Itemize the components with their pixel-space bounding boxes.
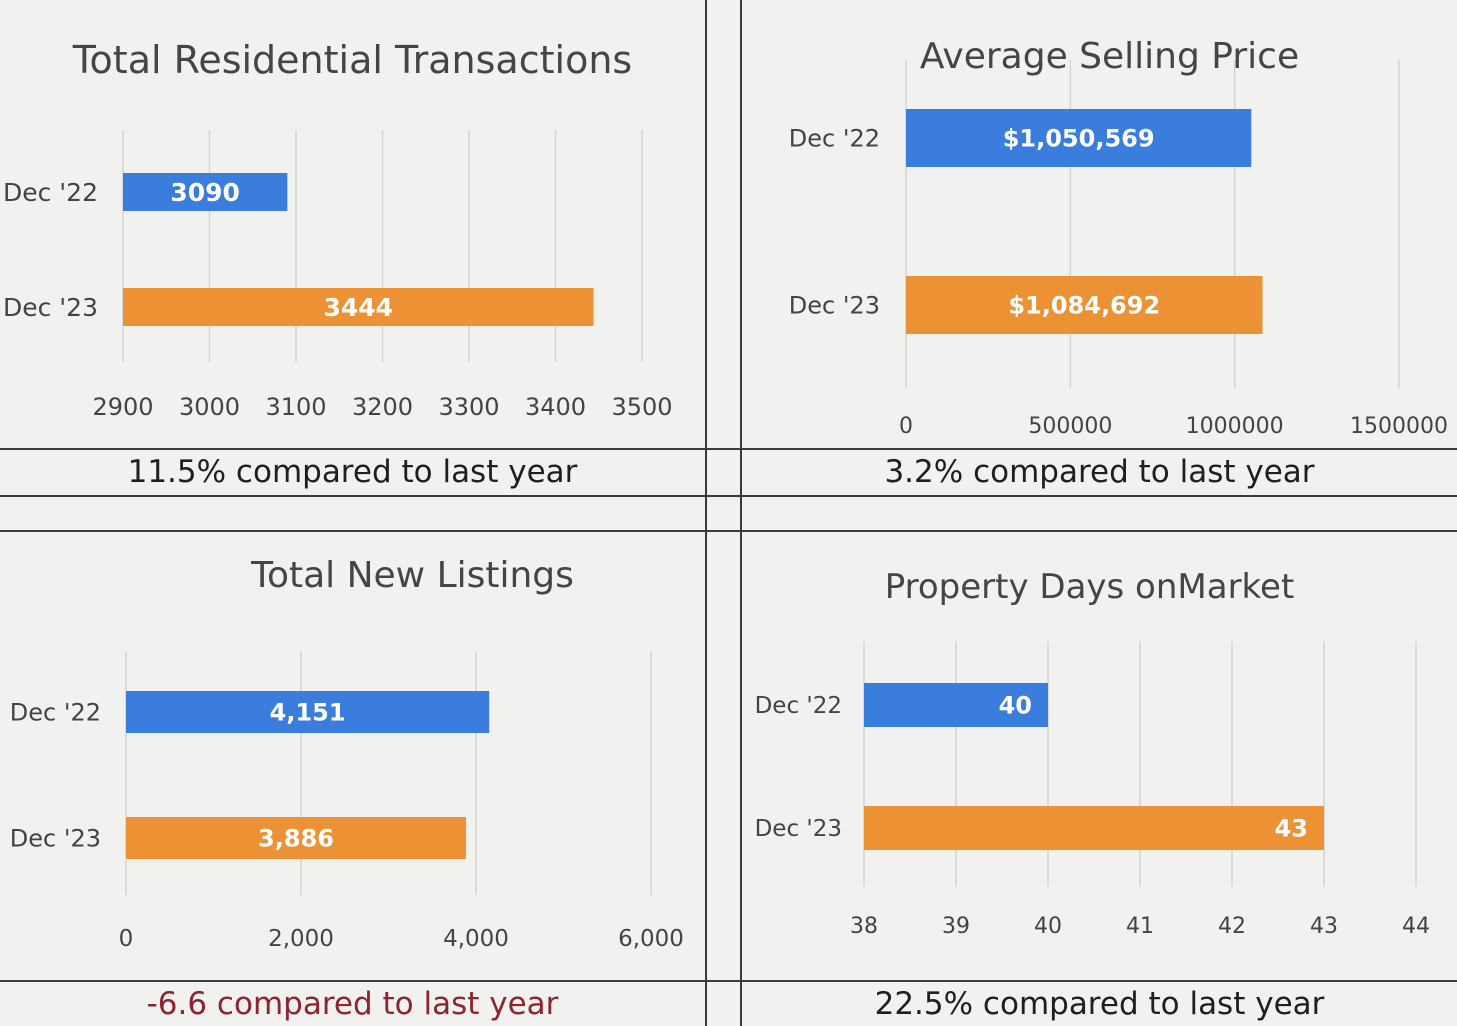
category-label: Dec '23 [755, 816, 842, 842]
data-label: 40 [999, 692, 1032, 720]
x-tick-label: 3400 [525, 393, 586, 421]
data-label: 4,151 [270, 699, 346, 727]
data-label: $1,084,692 [1008, 292, 1160, 320]
x-tick-label: 0 [899, 414, 913, 439]
divider-bottom-caption-upper [0, 980, 1457, 982]
x-tick-label: 2,000 [268, 926, 334, 952]
x-tick-label: 41 [1126, 914, 1154, 939]
bar-dec-23 [864, 806, 1324, 850]
bar-dec-22 [864, 683, 1048, 727]
chart-title: Total New Listings [251, 555, 574, 596]
x-tick-label: 0 [119, 926, 134, 952]
bar-dec-23 [123, 288, 594, 326]
data-label: 3090 [170, 178, 240, 207]
x-tick-label: 43 [1310, 914, 1338, 939]
x-tick-label: 3200 [352, 393, 413, 421]
data-label: 3444 [323, 293, 393, 322]
x-tick-label: 1500000 [1350, 414, 1448, 439]
chart-title: Total Residential Transactions [72, 38, 633, 82]
data-label: 3,886 [258, 825, 334, 853]
caption-transactions: 11.5% compared to last year [127, 454, 578, 490]
bar-dec-22 [123, 173, 288, 211]
category-label: Dec '22 [3, 178, 98, 207]
divider-bottom-panels-top [0, 530, 1457, 532]
caption-avg-price: 3.2% compared to last year [884, 454, 1315, 490]
x-tick-label: 3300 [438, 393, 499, 421]
x-tick-label: 42 [1218, 914, 1246, 939]
x-tick-label: 40 [1034, 914, 1062, 939]
category-label: Dec '22 [789, 124, 880, 152]
divider-vertical-left [705, 0, 707, 1026]
chart-panel-avg-price: Average Selling Price 0 500000 1000000 1500… [742, 0, 1457, 448]
x-tick-label: 4,000 [443, 926, 509, 952]
x-tick-label: 3500 [611, 393, 672, 421]
bar-dec-22 [906, 109, 1252, 167]
x-tick-label: 44 [1402, 914, 1430, 939]
data-label: $1,050,569 [1003, 125, 1155, 153]
x-tick-label: 3000 [179, 393, 240, 421]
chart-title: Property Days onMarket [884, 567, 1295, 607]
category-label: Dec '23 [3, 293, 98, 322]
data-label: 43 [1275, 815, 1308, 843]
chart-panel-days-on-market: Property Days onMarket 38 39 40 41 42 43 44 Dec… [742, 531, 1457, 980]
bar-dec-23 [906, 276, 1263, 334]
x-tick-label: 2900 [92, 393, 153, 421]
divider-top-caption-lower [0, 495, 1457, 497]
chart-title: Average Selling Price [919, 36, 1300, 77]
chart-panel-transactions: Total Residential Transactions 2900 3000 3… [0, 0, 705, 448]
chart-listings: 0 2,000 4,000 6,000 Dec '22 4,151 Dec '23 3,886 [10, 651, 684, 952]
x-tick-label: 6,000 [618, 926, 684, 952]
category-label: Dec '23 [789, 291, 880, 319]
chart-days-on-market: 38 39 40 41 42 43 44 Dec '22 40 Dec '23 43 [755, 641, 1430, 939]
bar-dec-22 [126, 691, 490, 733]
bar-dec-23 [126, 817, 467, 859]
divider-vertical-right [740, 0, 742, 1026]
chart-avg-price: 0 500000 1000000 1500000 Dec '22 $1,050,569 De… [789, 60, 1448, 439]
x-tick-label: 500000 [1028, 414, 1112, 439]
category-label: Dec '22 [755, 693, 842, 719]
category-label: Dec '22 [10, 698, 101, 726]
chart-panel-listings: Total New Listings 0 2,000 4,000 6,000 Dec '… [0, 531, 705, 980]
chart-transactions: 2900 3000 3100 3200 3300 3400 3500 Dec '22 3090 D… [3, 130, 673, 421]
x-tick-label: 1000000 [1186, 414, 1284, 439]
x-tick-label: 38 [850, 914, 878, 939]
category-label: Dec '23 [10, 824, 101, 852]
caption-listings: -6.6 compared to last year [146, 986, 559, 1022]
x-tick-label: 3100 [265, 393, 326, 421]
x-tick-label: 39 [942, 914, 970, 939]
divider-top-caption-upper [0, 448, 1457, 450]
caption-days-on-market: 22.5% compared to last year [874, 986, 1325, 1022]
